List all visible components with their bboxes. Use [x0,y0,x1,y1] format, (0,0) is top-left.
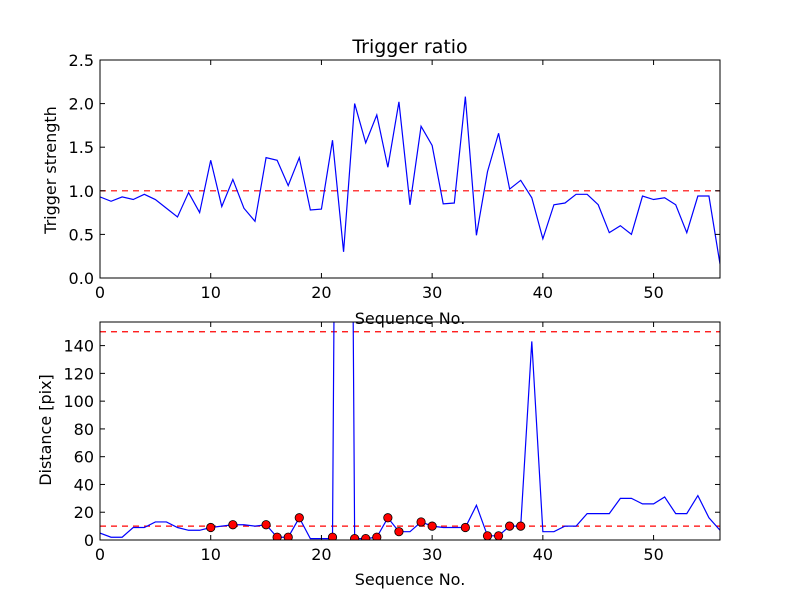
chart-title: Trigger ratio [351,36,467,58]
data-point [416,517,426,527]
x-tick-label: 40 [533,283,553,302]
data-point [261,520,271,530]
data-point [383,513,393,523]
x-tick-label: 30 [422,283,442,302]
data-point [516,521,526,531]
x-tick-label: 40 [533,545,553,564]
data-point [427,521,437,531]
data-point [482,531,493,540]
y-tick-label: 1.0 [69,182,94,201]
y-tick-label: 80 [74,420,94,439]
y-tick-label: 60 [74,448,94,467]
y-axis-title: Distance [pix] [36,374,55,486]
y-tick-label: 140 [63,337,94,356]
data-point [206,522,216,533]
x-tick-label: 0 [95,545,105,564]
x-axis-title: Sequence No. [355,309,466,328]
x-tick-label: 20 [311,283,331,302]
plot-area [100,322,720,540]
x-tick-label: 10 [201,283,221,302]
data-point [361,534,371,540]
data-point [394,527,404,537]
y-tick-label: 40 [74,475,94,494]
y-tick-label: 0.0 [69,269,94,288]
series-line [100,322,720,540]
plot-frame [99,321,721,541]
data-point [327,532,338,540]
y-axis-title: Trigger strength [41,106,60,235]
trigger-ratio-chart: Trigger ratio Trigger strength Sequence … [41,36,721,328]
x-tick-label: 50 [643,545,663,564]
data-point [283,532,293,540]
data-point [372,532,382,540]
series-line [100,96,720,265]
x-axis-title: Sequence No. [355,570,466,589]
data-point [294,513,304,523]
plot-frame [99,59,721,279]
x-tick-label: 10 [201,545,221,564]
y-tick-label: 1.5 [69,138,94,157]
data-point [350,534,360,540]
x-tick-label: 20 [311,545,331,564]
y-tick-label: 2.0 [69,95,94,114]
data-point [460,522,470,533]
data-point [505,521,515,531]
distance-chart: Distance [pix] Sequence No. 0 10 20 30 40 50 0… [36,321,721,589]
y-tick-label: 100 [63,392,94,411]
x-tick-label: 0 [95,283,105,302]
plot-area [100,96,720,265]
y-tick-label: 0 [84,531,94,550]
data-point [272,532,282,540]
data-point [493,531,504,540]
x-tick-label: 30 [422,545,442,564]
y-tick-label: 120 [63,364,94,383]
y-tick-label: 0.5 [69,225,94,244]
x-tick-label: 50 [643,283,663,302]
y-tick-label: 20 [74,503,94,522]
data-point [228,520,238,530]
y-tick-label: 2.5 [69,51,94,70]
